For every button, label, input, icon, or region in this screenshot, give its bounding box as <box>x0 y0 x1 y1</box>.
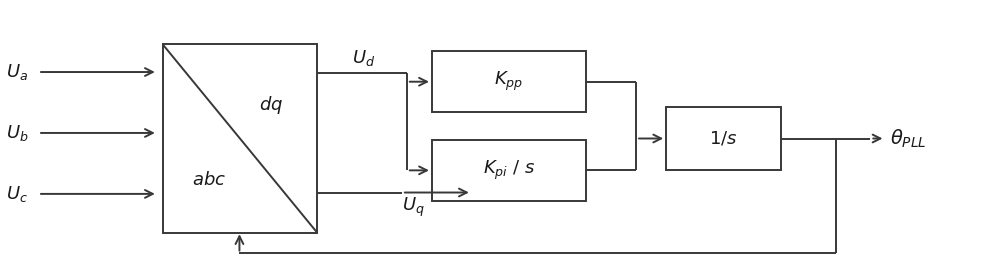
Text: $U_a$: $U_a$ <box>6 62 28 82</box>
Bar <box>666 107 781 170</box>
Text: $dq$: $dq$ <box>259 94 283 116</box>
Text: $U_c$: $U_c$ <box>6 184 28 204</box>
Text: $1/s$: $1/s$ <box>709 130 738 147</box>
Text: $U_b$: $U_b$ <box>6 123 28 143</box>
Text: $K_{pp}$: $K_{pp}$ <box>494 70 524 93</box>
Text: $U_q$: $U_q$ <box>402 196 425 219</box>
Text: $K_{pi}\ /\ s$: $K_{pi}\ /\ s$ <box>483 159 535 182</box>
Bar <box>432 140 586 201</box>
Text: $U_d$: $U_d$ <box>352 48 375 68</box>
Bar <box>432 51 586 112</box>
Bar <box>163 44 317 233</box>
Text: $\theta_{PLL}$: $\theta_{PLL}$ <box>890 127 927 150</box>
Text: $abc$: $abc$ <box>192 171 226 189</box>
